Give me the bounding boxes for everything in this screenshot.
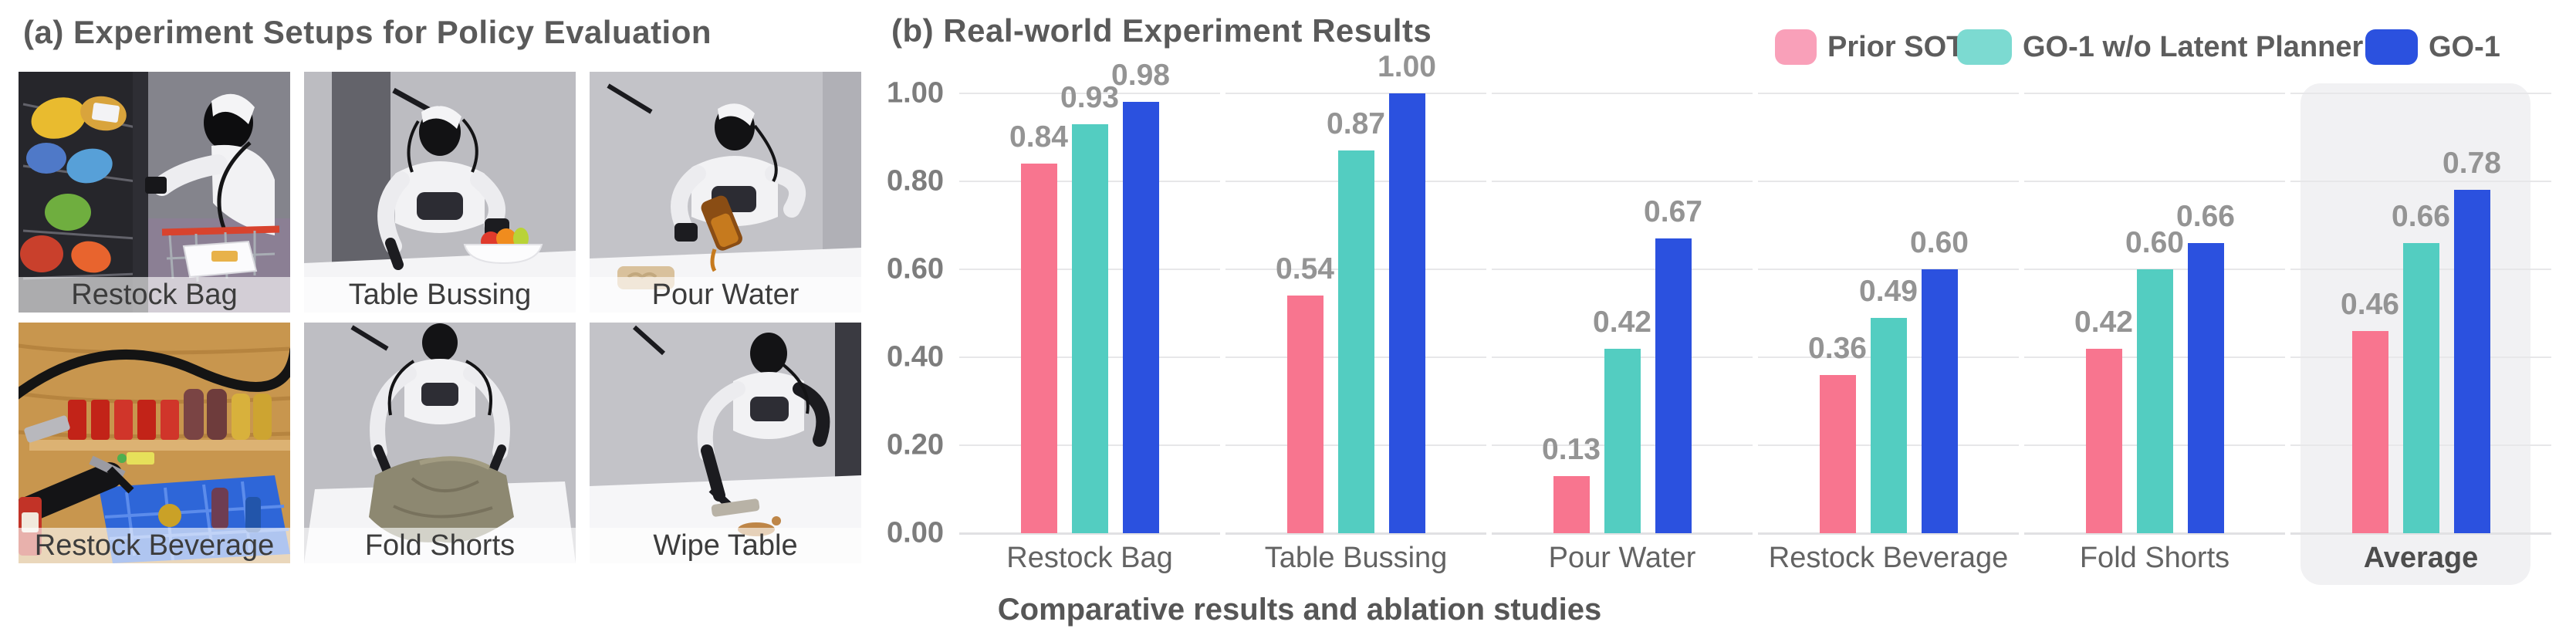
gridline: [959, 93, 1220, 94]
x-axis-baseline: [959, 532, 1220, 535]
bar-prior-sota: [1286, 296, 1323, 533]
bar-prior-sota: [2351, 330, 2388, 533]
photo-label-band: Restock Beverage: [19, 528, 290, 563]
photo-label-band: Table Bussing: [304, 277, 576, 313]
bar-go-1: [1921, 269, 1958, 533]
bar-go-1: [1388, 93, 1425, 533]
task-photo-fold-shorts: Fold Shorts: [304, 323, 576, 563]
photo-label: Restock Beverage: [34, 529, 275, 562]
panel-a-title: (a) Experiment Setups for Policy Evaluat…: [23, 14, 712, 50]
gridline: [1225, 93, 1486, 94]
bar-value-label: 0.66: [2392, 199, 2450, 233]
bar-value-label: 0.66: [2176, 199, 2235, 233]
legend-swatch-icon: [2365, 29, 2418, 65]
bar-value-label: 0.60: [2125, 226, 2184, 259]
bar-prior-sota: [1020, 164, 1057, 533]
bar-go-1-w-o-latent-planner: [1337, 150, 1374, 533]
y-axis-tick-label: 0.20: [887, 428, 944, 461]
photo-label: Restock Bag: [71, 278, 238, 311]
photo-label: Table Bussing: [348, 278, 532, 311]
gridline: [1492, 93, 1753, 94]
legend-item-1: Prior SOTA: [1775, 29, 1983, 65]
gridline: [2024, 181, 2285, 182]
category-label: Restock Beverage: [1768, 542, 2009, 574]
y-axis-tick-label: 0.80: [887, 164, 944, 198]
category-label: Restock Bag: [1006, 542, 1173, 574]
bar-go-1-w-o-latent-planner: [2136, 269, 2173, 533]
legend-swatch-icon: [1957, 29, 2012, 65]
gridline: [1758, 269, 2019, 270]
legend-item-2: GO-1 w/o Latent Planner: [1957, 29, 2363, 65]
gridline: [1758, 93, 2019, 94]
panel-b-title: (b) Real-world Experiment Results: [891, 12, 1432, 49]
x-axis-baseline: [1225, 532, 1486, 535]
y-axis-tick-label: 0.60: [887, 252, 944, 286]
photo-label-band: Pour Water: [590, 277, 861, 313]
bar-go-1: [2187, 242, 2224, 533]
bar-value-label: 0.98: [1111, 59, 1170, 93]
gridline: [2290, 181, 2551, 182]
bar-value-label: 0.87: [1327, 107, 1385, 141]
gridline: [1758, 181, 2019, 182]
photo-label-band: Restock Bag: [19, 277, 290, 313]
category-label: Pour Water: [1548, 542, 1696, 574]
bar-value-label: 0.13: [1542, 432, 1601, 466]
bar-value-label: 0.93: [1060, 80, 1119, 114]
task-photo-table-bussing: Table Bussing: [304, 72, 576, 313]
bar-prior-sota: [1553, 475, 1590, 533]
bar-value-label: 0.67: [1644, 195, 1702, 229]
legend-swatch-icon: [1775, 29, 1817, 65]
bar-value-label: 0.49: [1859, 274, 1918, 308]
category-label: Average: [2363, 542, 2479, 574]
legend-label: GO-1: [2429, 31, 2500, 63]
bar-value-label: 0.42: [2074, 305, 2133, 339]
x-axis-baseline: [2024, 532, 2285, 535]
gridline: [2290, 93, 2551, 94]
gridline: [2024, 93, 2285, 94]
bar-go-1: [1122, 102, 1159, 533]
x-axis-baseline: [2290, 532, 2551, 535]
category-label: Fold Shorts: [2079, 542, 2230, 574]
photo-label-band: Fold Shorts: [304, 528, 576, 563]
task-photo-restock-beverage: Restock Beverage: [19, 323, 290, 563]
bar-value-label: 0.54: [1276, 252, 1334, 286]
bar-go-1: [1655, 238, 1692, 533]
photo-label-band: Wipe Table: [590, 528, 861, 563]
bar-go-1-w-o-latent-planner: [1071, 123, 1108, 533]
bar-go-1-w-o-latent-planner: [1604, 348, 1641, 533]
bar-go-1: [2453, 190, 2490, 533]
bar-value-label: 0.84: [1009, 120, 1068, 154]
task-photo-wipe-table: Wipe Table: [590, 323, 861, 563]
photo-label: Pour Water: [651, 278, 800, 311]
bar-prior-sota: [2085, 348, 2122, 533]
y-axis-tick-label: 0.40: [887, 340, 944, 373]
photo-label: Wipe Table: [653, 529, 798, 562]
restock-beverage-photo-illustration: [19, 323, 290, 563]
chart-caption: Comparative results and ablation studies: [997, 593, 1602, 627]
bar-prior-sota: [1819, 374, 1856, 533]
bar-go-1-w-o-latent-planner: [1870, 317, 1907, 533]
x-axis-baseline: [1758, 532, 2019, 535]
bar-go-1-w-o-latent-planner: [2402, 242, 2439, 533]
gridline: [1492, 181, 1753, 182]
bar-value-label: 1.00: [1378, 50, 1436, 83]
gridline: [1492, 269, 1753, 270]
legend-label: GO-1 w/o Latent Planner: [2023, 31, 2364, 63]
bar-value-label: 0.60: [1910, 226, 1969, 259]
category-label: Table Bussing: [1264, 542, 1448, 574]
task-photo-pour-water: Pour Water: [590, 72, 861, 313]
legend-item-3: GO-1: [2365, 29, 2500, 65]
bar-value-label: 0.78: [2442, 147, 2501, 181]
y-axis-tick-label: 0.00: [887, 516, 944, 549]
wipe-table-photo-illustration: [590, 323, 861, 563]
y-axis-tick-label: 1.00: [887, 76, 944, 110]
bar-value-label: 0.36: [1808, 331, 1867, 365]
task-photo-restock-bag: Restock Bag: [19, 72, 290, 313]
photo-label: Fold Shorts: [364, 529, 516, 562]
bar-value-label: 0.46: [2341, 287, 2399, 321]
bar-value-label: 0.42: [1593, 305, 1651, 339]
x-axis-baseline: [1492, 532, 1753, 535]
